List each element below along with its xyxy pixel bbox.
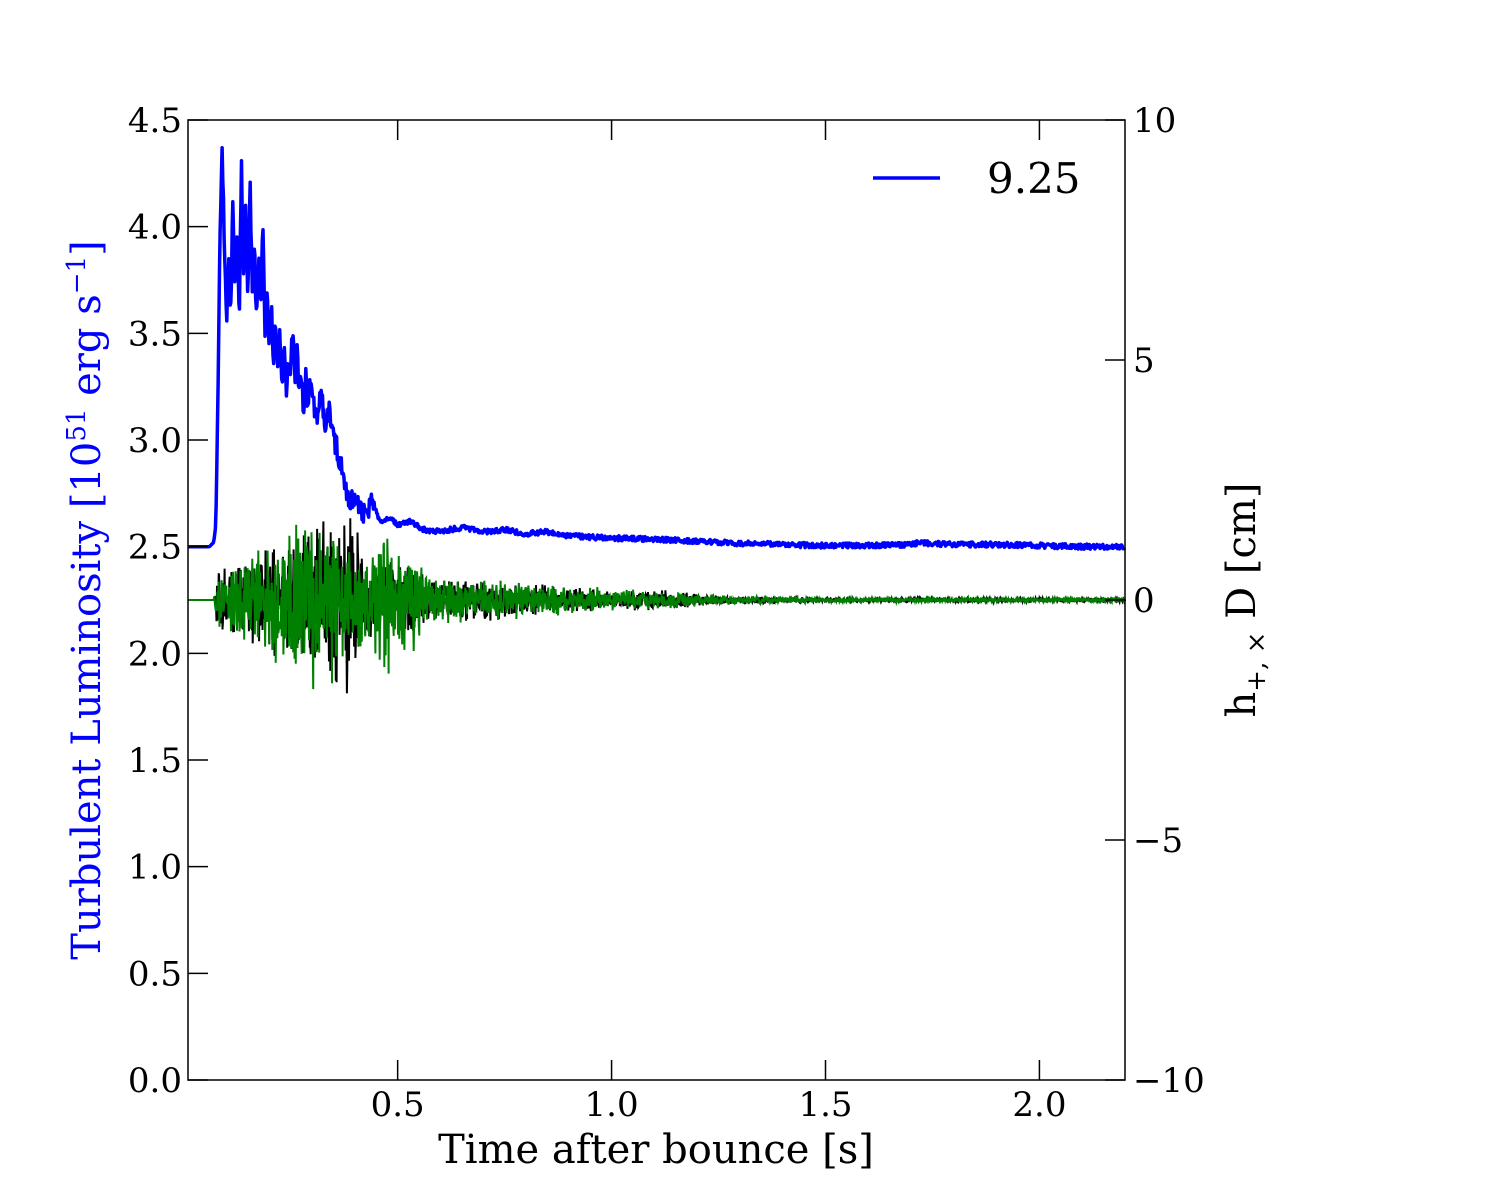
- y-left-tick-label: 1.5: [128, 741, 182, 781]
- y-left-tick-label: 3.0: [128, 421, 182, 461]
- y-left-tick-label: 4.0: [128, 208, 182, 248]
- series-line-luminosity: [186, 145, 1127, 551]
- y-right-tick-label: 5: [1133, 341, 1155, 381]
- y-right-title-sub: +, ×: [1242, 632, 1272, 692]
- x-tick-label: 2.0: [1012, 1085, 1066, 1125]
- y-left-title-main: Turbulent Luminosity [10: [64, 442, 110, 960]
- y-axis-right-title: h+, × D [cm]: [1219, 483, 1272, 718]
- y-left-tick-label: 0.0: [128, 1061, 182, 1101]
- y-left-tick-label: 4.5: [128, 101, 182, 141]
- y-right-tick-label: 0: [1133, 581, 1155, 621]
- y-left-tick-label: 2.5: [128, 528, 182, 568]
- y-left-title-exp2: −1: [62, 256, 92, 294]
- series-layer: [186, 145, 1127, 694]
- y-right-tick-label: −5: [1133, 821, 1183, 861]
- y-left-title-mid: erg s: [64, 294, 110, 408]
- x-tick-label: 1.0: [585, 1085, 639, 1125]
- y-left-title-tail: ]: [64, 240, 110, 256]
- legend-label: 9.25: [987, 154, 1081, 203]
- x-tick-label: 0.5: [371, 1085, 425, 1125]
- series-line-h_cross: [188, 524, 1126, 690]
- y-axis-left-title: Turbulent Luminosity [1051 erg s−1]: [62, 240, 110, 959]
- y-left-title-exp: 51: [62, 409, 92, 442]
- legend: 9.25: [873, 154, 1081, 203]
- y-left-tick-label: 1.0: [128, 848, 182, 888]
- x-tick-label: 1.5: [798, 1085, 852, 1125]
- tick-layer: 0.5 1.0 1.5 2.0 0.0 0.5 1.0 1.5 2.0 2.5 3.0 3.5 4.0 4…: [128, 101, 1205, 1125]
- x-axis-title: Time after bounce [s]: [438, 1127, 874, 1173]
- y-right-title-tail: D [cm]: [1219, 483, 1265, 632]
- y-right-tick-label: 10: [1133, 101, 1176, 141]
- y-left-tick-label: 2.0: [128, 634, 182, 674]
- y-right-tick-label: −10: [1133, 1061, 1205, 1101]
- y-left-tick-label: 3.5: [128, 314, 182, 354]
- y-left-tick-label: 0.5: [128, 954, 182, 994]
- y-right-title-main: h: [1219, 692, 1265, 718]
